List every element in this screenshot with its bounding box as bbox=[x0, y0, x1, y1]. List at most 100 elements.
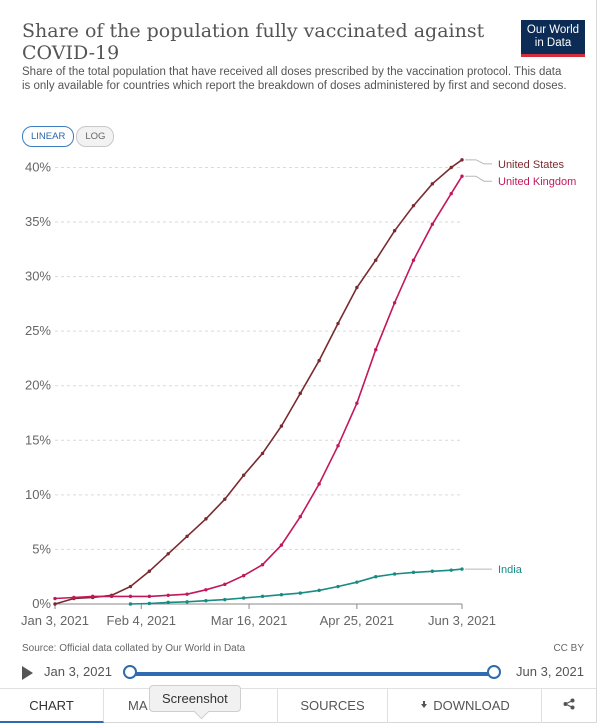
data-point bbox=[430, 182, 435, 186]
y-tick-label: 40% bbox=[25, 159, 51, 174]
x-tick-label: Jun 3, 2021 bbox=[428, 613, 496, 628]
scale-toggle: LINEAR LOG bbox=[22, 126, 116, 147]
series-label: United States bbox=[498, 159, 565, 171]
data-point bbox=[430, 569, 435, 573]
series-line bbox=[54, 159, 463, 605]
data-point bbox=[460, 158, 464, 162]
data-point bbox=[298, 391, 302, 396]
tab-map[interactable]: MA bbox=[104, 689, 278, 723]
data-point bbox=[185, 600, 189, 604]
tab-download[interactable]: DOWNLOAD bbox=[388, 689, 542, 723]
share-button[interactable] bbox=[542, 689, 596, 723]
data-point bbox=[241, 596, 246, 600]
data-point bbox=[374, 258, 378, 262]
data-point bbox=[336, 444, 340, 448]
data-point bbox=[260, 451, 265, 456]
y-tick-label: 10% bbox=[25, 487, 51, 502]
source-note[interactable]: Source: Official data collated by Our Wo… bbox=[22, 643, 246, 654]
x-tick-label: Jan 3, 2021 bbox=[21, 613, 89, 628]
data-point bbox=[223, 597, 227, 602]
data-point bbox=[204, 599, 208, 603]
line-chart: 0% 5% 10% 15% 20% 25% 30% 35% 40% Jan 3, 2021 Feb … bbox=[21, 158, 576, 628]
data-point bbox=[374, 575, 378, 579]
series-label-leader bbox=[465, 159, 492, 165]
data-point bbox=[147, 601, 152, 606]
timeline-end-date: Jun 3, 2021 bbox=[516, 664, 584, 679]
data-point bbox=[449, 568, 453, 572]
play-icon[interactable] bbox=[22, 666, 33, 680]
data-point bbox=[279, 543, 284, 547]
tab-chart[interactable]: CHART bbox=[0, 689, 104, 723]
series-label: India bbox=[498, 564, 523, 576]
data-point bbox=[223, 582, 227, 587]
data-point bbox=[204, 588, 208, 592]
data-point bbox=[374, 348, 378, 352]
data-point bbox=[460, 174, 464, 178]
data-point bbox=[166, 552, 170, 556]
data-point bbox=[53, 602, 57, 606]
data-point bbox=[336, 321, 340, 326]
tab-sources[interactable]: SOURCES bbox=[278, 689, 388, 723]
source-row: Source: Official data collated by Our Wo… bbox=[22, 643, 584, 654]
data-point bbox=[392, 301, 397, 305]
timeline-start-date: Jan 3, 2021 bbox=[44, 664, 112, 679]
screenshot-tooltip: Screenshot bbox=[149, 685, 241, 712]
data-point bbox=[298, 591, 302, 595]
data-point bbox=[72, 595, 76, 600]
data-point bbox=[392, 229, 397, 233]
series-label: United Kingdom bbox=[498, 176, 576, 188]
data-point bbox=[241, 473, 246, 477]
y-tick-label: 5% bbox=[32, 541, 51, 556]
license-label[interactable]: CC BY bbox=[553, 643, 584, 654]
data-point bbox=[317, 588, 321, 593]
data-point bbox=[223, 497, 227, 501]
owid-logo[interactable]: Our World in Data bbox=[521, 20, 585, 57]
data-point bbox=[392, 572, 397, 576]
data-point bbox=[430, 222, 435, 226]
series-line bbox=[130, 568, 463, 605]
data-point bbox=[147, 594, 152, 599]
data-point bbox=[166, 600, 170, 605]
data-point bbox=[109, 594, 114, 599]
series-label-leader bbox=[465, 175, 492, 182]
data-point bbox=[279, 593, 284, 597]
tab-bar: CHART MA SOURCES DOWNLOAD bbox=[0, 688, 596, 723]
data-point bbox=[449, 165, 453, 170]
data-point bbox=[355, 580, 359, 584]
y-tick-label: 30% bbox=[25, 269, 51, 284]
data-point bbox=[298, 514, 302, 519]
data-point bbox=[411, 258, 416, 262]
timeline-end-handle[interactable] bbox=[487, 665, 501, 679]
data-point bbox=[53, 596, 57, 601]
timeline-start-handle[interactable] bbox=[123, 665, 137, 679]
data-point bbox=[147, 569, 152, 573]
download-label: DOWNLOAD bbox=[433, 698, 510, 713]
data-point bbox=[128, 594, 133, 599]
y-tick-label: 0% bbox=[32, 596, 51, 611]
data-point bbox=[411, 570, 416, 575]
data-point bbox=[460, 567, 464, 571]
data-point bbox=[411, 203, 416, 208]
y-tick-label: 20% bbox=[25, 378, 51, 393]
data-point bbox=[355, 401, 359, 405]
timeline-track[interactable] bbox=[130, 672, 494, 676]
y-tick-label: 35% bbox=[25, 214, 51, 229]
x-tick-label: Apr 25, 2021 bbox=[320, 613, 394, 628]
linear-scale-button[interactable]: LINEAR bbox=[22, 126, 75, 147]
data-point bbox=[355, 285, 359, 290]
logo-line-2: in Data bbox=[534, 37, 572, 49]
chart-title: Share of the population fully vaccinated… bbox=[22, 20, 485, 64]
data-point bbox=[449, 191, 453, 196]
log-scale-button[interactable]: LOG bbox=[76, 126, 115, 147]
data-point bbox=[336, 584, 340, 589]
share-icon bbox=[563, 698, 575, 710]
data-point bbox=[260, 563, 265, 567]
chart-subtitle: Share of the total population that have … bbox=[22, 66, 567, 92]
series-line bbox=[54, 175, 463, 600]
data-point bbox=[91, 594, 95, 599]
data-point bbox=[241, 573, 246, 578]
data-point bbox=[279, 424, 284, 428]
x-tick-label: Feb 4, 2021 bbox=[107, 613, 176, 628]
y-tick-label: 15% bbox=[25, 432, 51, 447]
x-tick-label: Mar 16, 2021 bbox=[211, 613, 288, 628]
